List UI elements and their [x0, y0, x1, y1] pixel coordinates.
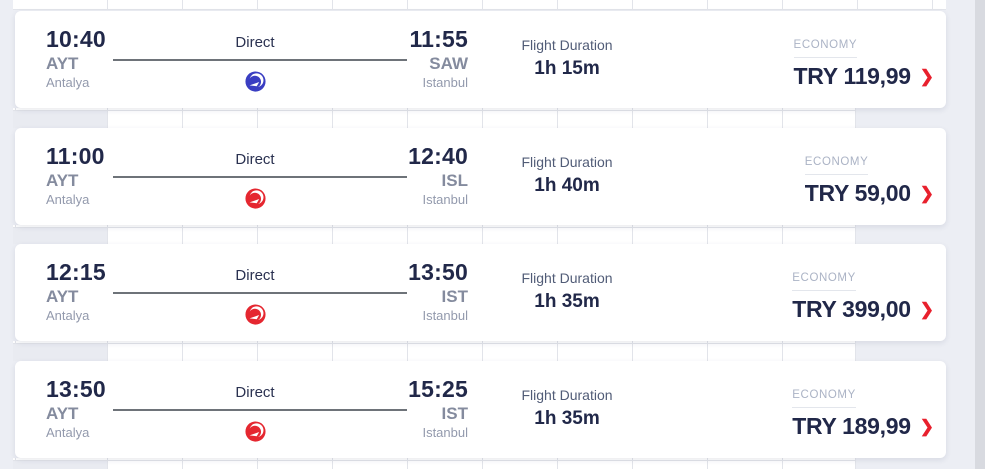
duration-block: Flight Duration 1h 15m [521, 37, 612, 80]
price-value: TRY 189,99 [792, 413, 911, 439]
airline-logo-icon [245, 304, 266, 325]
grid-line [13, 227, 855, 228]
departure-time: 13:50 [46, 376, 106, 402]
price-value: TRY 399,00 [792, 296, 911, 322]
grid-line [13, 343, 855, 344]
arrival-city: Istanbul [422, 308, 468, 323]
arrival-airport-code: ISL [441, 171, 468, 190]
cabin-class-label: ECONOMY [793, 39, 858, 58]
duration-label: Flight Duration [521, 387, 613, 403]
flight-card[interactable]: 10:40 AYT Antalya Direct 11:55 SAW Istan… [15, 11, 946, 108]
route-line [113, 292, 407, 294]
departure-airport-code: AYT [46, 404, 79, 423]
flight-card[interactable]: 12:15 AYT Antalya Direct 13:50 IST Istan… [15, 244, 946, 341]
cabin-class-label: ECONOMY [792, 389, 856, 408]
chevron-right-icon: ❯ [919, 300, 934, 319]
arrival-airport-code: IST [441, 404, 468, 423]
duration-value: 1h 40m [534, 175, 600, 196]
departure-block: 11:00 AYT Antalya [46, 143, 105, 208]
departure-time: 11:00 [46, 143, 105, 169]
duration-value: 1h 35m [534, 408, 600, 429]
arrival-airport-code: IST [441, 287, 468, 306]
departure-airport-code: AYT [46, 171, 79, 190]
route-line [113, 176, 407, 178]
fare-calendar-row [13, 108, 856, 128]
arrival-airport-code: SAW [429, 54, 468, 73]
calendar-header-cell [13, 344, 107, 361]
stops-label: Direct [235, 384, 275, 401]
fare-block: ECONOMY TRY 119,99 ❯ [793, 35, 934, 90]
arrival-block: 11:55 SAW Istanbul [409, 26, 468, 91]
cabin-class-label: ECONOMY [792, 272, 856, 291]
duration-label: Flight Duration [521, 270, 613, 286]
cabin-class-label: ECONOMY [804, 156, 869, 175]
departure-block: 10:40 AYT Antalya [46, 26, 106, 91]
price-button[interactable]: TRY 119,99 ❯ [794, 63, 934, 90]
airline-logo-icon [245, 71, 266, 92]
calendar-header-cell [13, 461, 107, 469]
arrival-block: 12:40 ISL Istanbul [408, 143, 468, 208]
fare-block: ECONOMY TRY 399,00 ❯ [792, 268, 934, 323]
grid-line [13, 460, 855, 461]
chevron-right-icon: ❯ [919, 184, 934, 203]
price-value: TRY 119,99 [793, 63, 912, 89]
scrollbar-track[interactable] [975, 0, 985, 469]
departure-city: Antalya [46, 192, 90, 207]
price-button[interactable]: TRY 189,99 ❯ [792, 413, 934, 440]
chevron-right-icon: ❯ [919, 417, 934, 436]
duration-value: 1h 35m [534, 291, 600, 312]
fare-calendar-row [13, 458, 856, 469]
duration-label: Flight Duration [521, 154, 613, 170]
fare-calendar-row [13, 341, 856, 361]
departure-block: 13:50 AYT Antalya [46, 376, 106, 441]
arrival-city: Istanbul [422, 425, 468, 440]
departure-city: Antalya [46, 75, 90, 90]
calendar-header-cell [13, 111, 107, 128]
price-value: TRY 59,00 [804, 180, 911, 206]
calendar-header-cell [13, 228, 107, 244]
chevron-right-icon: ❯ [919, 67, 934, 86]
price-button[interactable]: TRY 59,00 ❯ [805, 180, 934, 207]
departure-time: 12:15 [46, 259, 106, 285]
stops-label: Direct [235, 34, 275, 51]
arrival-time: 15:25 [408, 376, 468, 402]
arrival-time: 13:50 [408, 259, 468, 285]
duration-block: Flight Duration 1h 40m [521, 154, 612, 197]
fare-block: ECONOMY TRY 189,99 ❯ [792, 385, 934, 440]
duration-value: 1h 15m [534, 58, 600, 79]
fare-calendar-row [13, 225, 856, 244]
arrival-city: Istanbul [422, 75, 468, 90]
fare-block: ECONOMY TRY 59,00 ❯ [804, 152, 934, 207]
departure-time: 10:40 [46, 26, 106, 52]
departure-city: Antalya [46, 308, 90, 323]
grid-line [13, 9, 946, 10]
fare-calendar-row [13, 0, 946, 10]
flight-card[interactable]: 13:50 AYT Antalya Direct 15:25 IST Istan… [15, 361, 946, 458]
route-line [113, 409, 407, 411]
stops-label: Direct [235, 267, 275, 284]
duration-block: Flight Duration 1h 35m [521, 270, 612, 313]
departure-city: Antalya [46, 425, 90, 440]
departure-airport-code: AYT [46, 287, 79, 306]
flight-card[interactable]: 11:00 AYT Antalya Direct 12:40 ISL Istan… [15, 128, 946, 225]
route-line [113, 59, 407, 61]
departure-block: 12:15 AYT Antalya [46, 259, 106, 324]
price-button[interactable]: TRY 399,00 ❯ [792, 296, 934, 323]
duration-block: Flight Duration 1h 35m [521, 387, 612, 430]
arrival-city: Istanbul [422, 192, 468, 207]
airline-logo-icon [245, 421, 266, 442]
arrival-block: 15:25 IST Istanbul [408, 376, 468, 441]
departure-airport-code: AYT [46, 54, 79, 73]
grid-line [13, 110, 855, 111]
duration-label: Flight Duration [521, 37, 613, 53]
stops-label: Direct [235, 151, 275, 168]
arrival-block: 13:50 IST Istanbul [408, 259, 468, 324]
arrival-time: 11:55 [409, 26, 468, 52]
arrival-time: 12:40 [408, 143, 468, 169]
airline-logo-icon [245, 188, 266, 209]
